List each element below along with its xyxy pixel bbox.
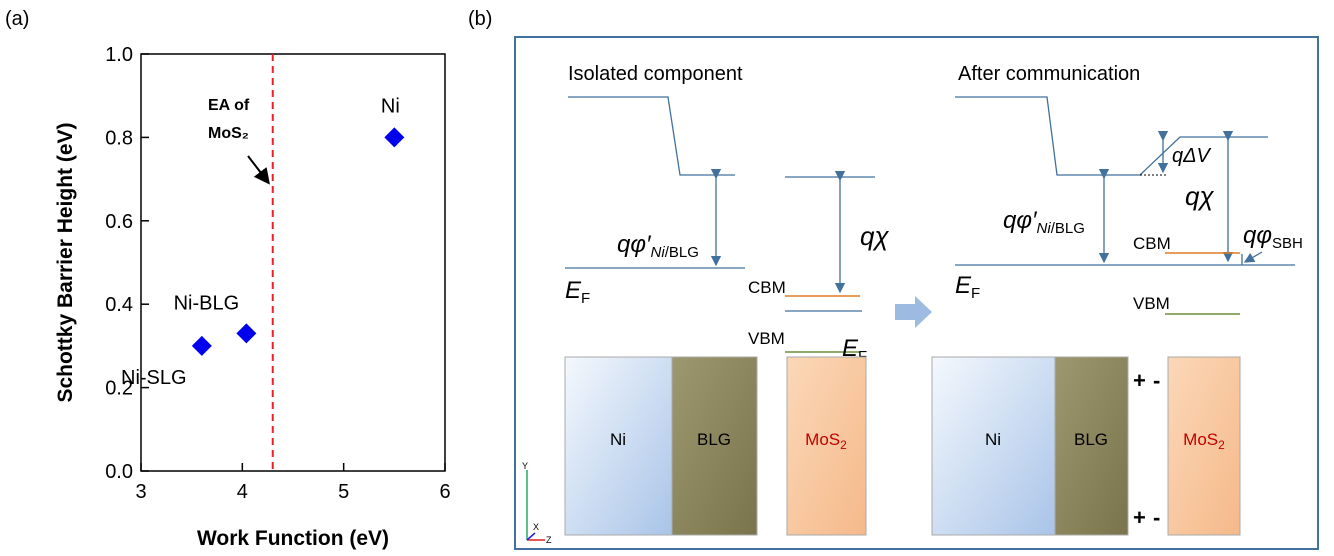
point-label: Ni-BLG — [174, 292, 240, 314]
y-tick-label: 0.0 — [105, 461, 133, 483]
phi-label: qφ′Ni/BLG — [1003, 207, 1085, 237]
annotation: EA of — [208, 97, 250, 114]
frame — [514, 36, 1319, 550]
vbm-label: VBM — [748, 329, 785, 348]
panel-b: (b) Isolated component After communicati… — [468, 8, 1319, 550]
ef-label: EF — [955, 272, 980, 302]
charge: - — [1153, 505, 1160, 530]
point-label: Ni — [381, 95, 400, 117]
axis-label: Y — [522, 461, 528, 471]
charge: + — [1133, 505, 1146, 530]
block-label: Ni — [610, 430, 626, 449]
x-tick-label: 6 — [439, 481, 450, 503]
point — [236, 323, 257, 344]
y-tick-label: 0.8 — [105, 127, 133, 149]
chi-label: qχ — [1185, 181, 1214, 211]
charge: - — [1153, 368, 1160, 393]
ef-label: EF — [565, 277, 590, 307]
right-title: After communication — [958, 63, 1140, 85]
block-label: MoS2 — [805, 430, 847, 452]
axis-label: X — [533, 522, 539, 532]
axis-label: Z — [546, 535, 552, 545]
y-axis-label: Schottky Barrier Height (eV) — [54, 122, 77, 402]
axis-triad: Y X Z — [522, 461, 552, 545]
panel-a: (a) 0.0 0.2 0.4 0.6 0.8 1.0 3 4 5 6 Work Function (… — [5, 8, 451, 550]
x-tick-label: 4 — [237, 481, 248, 503]
y-tick-label: 1.0 — [105, 44, 133, 66]
charge: + — [1133, 368, 1146, 393]
x-axis-label: Work Function (eV) — [197, 527, 389, 550]
block-label: Ni — [985, 430, 1001, 449]
x-tick-label: 3 — [135, 481, 146, 503]
sbh-label: qφSBH — [1243, 222, 1303, 252]
annotation: MoS₂ — [208, 125, 249, 142]
plot-frame — [140, 53, 446, 472]
point-label: Ni-SLG — [121, 367, 187, 389]
y-tick-label: 0.4 — [105, 294, 133, 316]
vbm-label: VBM — [1133, 294, 1170, 313]
y-tick-label: 0.6 — [105, 211, 133, 233]
annotation-arrow — [247, 155, 270, 185]
blocks — [564, 356, 1241, 536]
x-tick-label: 5 — [338, 481, 349, 503]
block-label: BLG — [1074, 430, 1108, 449]
block-label: BLG — [697, 430, 731, 449]
chi-label: qχ — [860, 221, 889, 251]
transition-arrow — [895, 296, 932, 328]
point — [191, 335, 212, 356]
phi-label: qφ′Ni/BLG — [617, 231, 699, 261]
cbm-label: CBM — [1133, 234, 1171, 253]
dv-label: qΔV — [1172, 145, 1212, 167]
cbm-label: CBM — [748, 278, 786, 297]
band-lines — [785, 252, 1240, 353]
point — [384, 127, 405, 148]
panel-label: (a) — [5, 8, 29, 30]
levels — [565, 96, 1295, 312]
left-title: Isolated component — [568, 63, 743, 85]
block-label: MoS2 — [1183, 430, 1225, 452]
y-tick-label: 0.2 — [105, 378, 133, 400]
panel-label: (b) — [468, 8, 492, 30]
